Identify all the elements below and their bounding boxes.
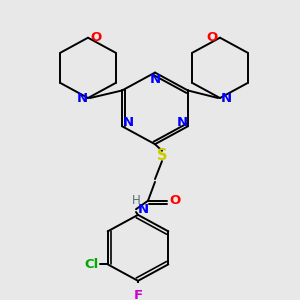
Text: N: N [76, 92, 88, 104]
Text: N: N [123, 116, 134, 130]
Text: N: N [137, 203, 148, 216]
Text: O: O [90, 31, 102, 44]
Text: O: O [169, 194, 181, 207]
Text: Cl: Cl [85, 258, 99, 271]
Text: H: H [132, 194, 140, 207]
Text: F: F [134, 290, 142, 300]
Text: N: N [149, 73, 161, 86]
Text: N: N [176, 116, 188, 130]
Text: S: S [157, 148, 167, 163]
Text: N: N [220, 92, 232, 104]
Text: O: O [206, 31, 218, 44]
